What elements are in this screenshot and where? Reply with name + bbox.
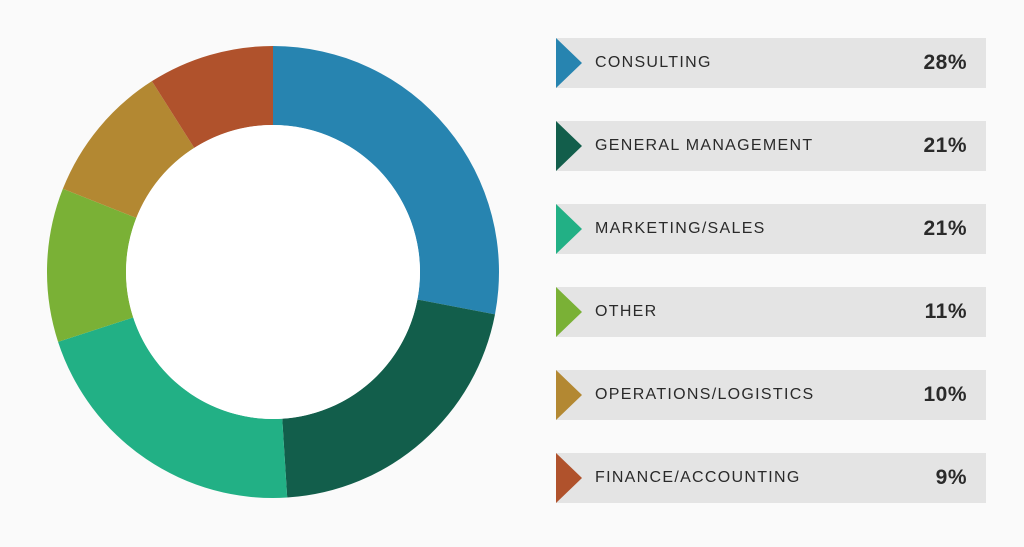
legend-value-marketing-sales: 21% <box>923 217 967 240</box>
legend-item-other: OTHER 11% <box>556 287 986 337</box>
legend-value-other: 11% <box>924 300 967 323</box>
legend: CONSULTING 28% GENERAL MANAGEMENT 21% MA… <box>556 38 986 503</box>
legend-label-operations-logistics: OPERATIONS/LOGISTICS <box>595 386 815 403</box>
legend-value-finance-accounting: 9% <box>935 466 967 489</box>
legend-item-consulting: CONSULTING 28% <box>556 38 986 88</box>
legend-value-general-management: 21% <box>923 134 967 157</box>
legend-item-finance-accounting: FINANCE/ACCOUNTING 9% <box>556 453 986 503</box>
donut-slice-general-management <box>282 299 495 498</box>
legend-label-finance-accounting: FINANCE/ACCOUNTING <box>595 469 801 486</box>
legend-value-operations-logistics: 10% <box>923 383 967 406</box>
donut-hole <box>126 125 420 419</box>
legend-value-consulting: 28% <box>923 51 967 74</box>
legend-item-operations-logistics: OPERATIONS/LOGISTICS 10% <box>556 370 986 420</box>
donut-slice-finance-accounting <box>151 46 273 148</box>
donut-slice-consulting <box>273 46 499 315</box>
legend-item-general-management: GENERAL MANAGEMENT 21% <box>556 121 986 171</box>
legend-marker-marketing-sales <box>556 204 582 254</box>
legend-label-consulting: CONSULTING <box>595 54 712 71</box>
legend-label-marketing-sales: MARKETING/SALES <box>595 220 766 237</box>
donut-slice-other <box>46 188 137 342</box>
donut-slice-operations-logistics <box>62 81 195 218</box>
donut-slice-marketing-sales <box>58 317 288 498</box>
donut-chart <box>46 46 499 498</box>
legend-item-marketing-sales: MARKETING/SALES 21% <box>556 204 986 254</box>
legend-marker-consulting <box>556 38 582 88</box>
legend-marker-general-management <box>556 121 582 171</box>
legend-marker-operations-logistics <box>556 370 582 420</box>
legend-marker-other <box>556 287 582 337</box>
legend-label-other: OTHER <box>595 303 658 320</box>
legend-label-general-management: GENERAL MANAGEMENT <box>595 137 814 154</box>
legend-marker-finance-accounting <box>556 453 582 503</box>
